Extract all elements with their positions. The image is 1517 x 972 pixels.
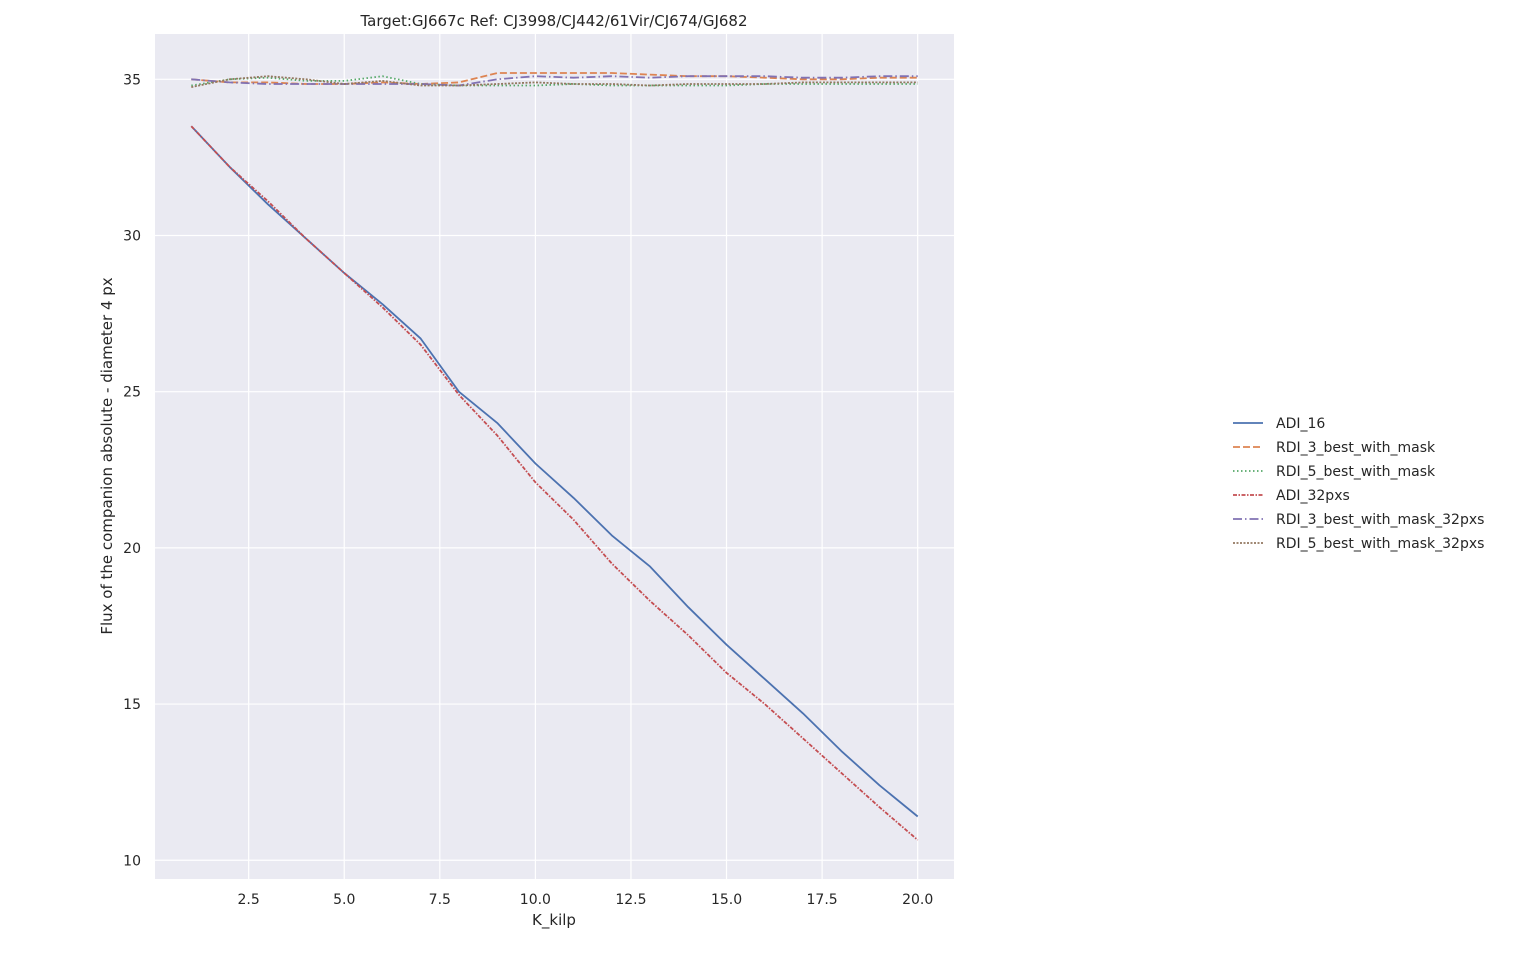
y-tick-label: 25: [123, 385, 141, 401]
legend: ADI_16 RDI_3_best_with_mask RDI_5_best_wit…: [1233, 416, 1484, 552]
y-axis-label: Flux of the companion absolute - diamete…: [98, 277, 116, 634]
x-tick-label: 15.0: [711, 892, 742, 908]
legend-label: RDI_5_best_with_mask: [1276, 464, 1436, 480]
x-axis-label: K_kilp: [532, 911, 576, 930]
x-tick-label: 2.5: [238, 892, 260, 908]
legend-label: RDI_3_best_with_mask_32pxs: [1276, 512, 1484, 528]
y-tick-label: 15: [123, 697, 141, 713]
series-line-adi-32pxs: [190, 125, 919, 841]
y-tick-label: 10: [123, 853, 141, 869]
series-lines: [190, 72, 919, 841]
series-line-adi-16: [190, 125, 919, 818]
x-gridlines: [248, 34, 919, 879]
y-tick-label: 20: [123, 541, 141, 557]
x-tick-label: 17.5: [807, 892, 838, 908]
x-tick-label: 5.0: [333, 892, 355, 908]
plot-background: [155, 34, 954, 879]
y-tick-label: 30: [123, 228, 141, 244]
x-tick-label: 7.5: [429, 892, 451, 908]
series-line-rdi-5-best-with-mask-32pxs: [191, 75, 918, 88]
x-tick-label: 20.0: [902, 892, 933, 908]
legend-label: ADI_16: [1276, 416, 1325, 432]
y-tick-label: 35: [123, 72, 141, 88]
x-tick-label: 10.0: [520, 892, 551, 908]
series-line-rdi-3-best-with-mask-32pxs: [191, 75, 918, 87]
series-line-rdi-5-best-with-mask: [191, 75, 918, 87]
x-tick-labels: 2.5 5.0 7.5 10.0 12.5 15.0 17.5 20.0: [238, 892, 934, 908]
legend-label: RDI_5_best_with_mask_32pxs: [1276, 536, 1484, 552]
y-tick-labels: 10 15 20 25 30 35: [123, 72, 141, 869]
legend-label: RDI_3_best_with_mask: [1276, 440, 1436, 456]
chart-title: Target:GJ667c Ref: CJ3998/CJ442/61Vir/CJ…: [359, 12, 747, 30]
legend-label: ADI_32pxs: [1276, 488, 1350, 504]
x-tick-label: 12.5: [615, 892, 646, 908]
